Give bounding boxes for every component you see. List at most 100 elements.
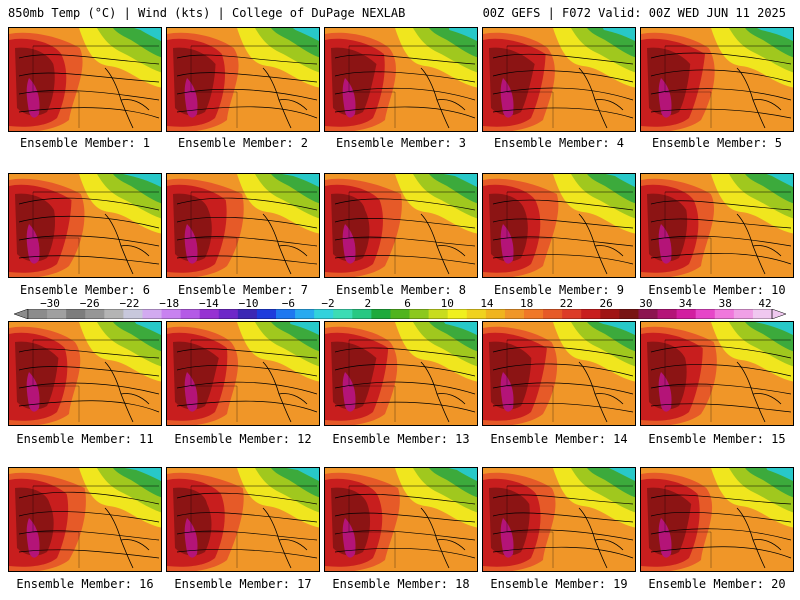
colorbar-swatch (352, 309, 372, 319)
ensemble-member-map (166, 27, 320, 132)
colorbar-swatch (199, 309, 220, 319)
temperature-wind-map (483, 322, 635, 425)
colorbar-swatch (333, 309, 353, 319)
ensemble-member-label: Ensemble Member: 2 (177, 136, 309, 150)
ensemble-member-map (8, 27, 162, 132)
colorbar-swatch (485, 309, 506, 319)
temperature-wind-map (325, 174, 477, 277)
ensemble-member-map (482, 173, 636, 278)
colorbar-tick-label: 18 (520, 297, 534, 310)
colorbar-swatch (504, 309, 525, 319)
ensemble-member-map (8, 467, 162, 572)
ensemble-member-map (324, 27, 478, 132)
ensemble-member-map (482, 27, 636, 132)
colorbar-swatch (218, 309, 239, 319)
colorbar-swatch (600, 309, 620, 319)
ensemble-member-label: Ensemble Member: 15 (648, 432, 786, 446)
colorbar-swatch (142, 309, 163, 319)
ensemble-member-map (482, 467, 636, 572)
colorbar-swatch (28, 309, 48, 319)
map-title: 850mb Temp (°C) | Wind (kts) | College o… (8, 6, 406, 20)
ensemble-member-map (166, 321, 320, 426)
colorbar-swatch (676, 309, 697, 319)
ensemble-member-label: Ensemble Member: 6 (19, 283, 151, 297)
colorbar-swatch (237, 309, 258, 319)
model-run-valid-time: 00Z GEFS | F072 Valid: 00Z WED JUN 11 20… (482, 6, 786, 20)
colorbar-swatch (256, 309, 277, 319)
colorbar-tick-label: −14 (198, 297, 219, 310)
ensemble-member-map (324, 467, 478, 572)
colorbar-swatch (447, 309, 468, 319)
colorbar-low-extend (14, 309, 29, 319)
temperature-wind-map (325, 28, 477, 131)
colorbar-swatch (180, 309, 201, 319)
colorbar-high-extend (771, 309, 786, 319)
colorbar-tick-label: −30 (40, 297, 60, 310)
ensemble-member-map (640, 27, 794, 132)
colorbar-swatch (85, 309, 105, 319)
temperature-wind-map (9, 322, 161, 425)
colorbar-swatch (466, 309, 487, 319)
ensemble-member-label: Ensemble Member: 18 (332, 577, 470, 591)
colorbar-tick-label: −18 (159, 297, 180, 310)
colorbar-swatch (733, 309, 754, 319)
ensemble-member-label: Ensemble Member: 16 (16, 577, 154, 591)
colorbar-tick-label: 30 (639, 297, 653, 310)
temperature-wind-map (167, 468, 319, 571)
colorbar-tick-label: 6 (404, 297, 411, 310)
ensemble-member-label: Ensemble Member: 8 (335, 283, 467, 297)
colorbar-tick-label: 42 (758, 297, 772, 310)
colorbar-swatch (695, 309, 716, 319)
temperature-colorbar (14, 309, 786, 319)
colorbar-swatch (581, 309, 601, 319)
colorbar-tick-label: 26 (599, 297, 613, 310)
ensemble-member-map (8, 321, 162, 426)
colorbar-tick-label: −26 (79, 297, 100, 310)
colorbar-swatch (47, 309, 67, 319)
temperature-wind-map (167, 174, 319, 277)
colorbar-swatch (104, 309, 124, 319)
colorbar-tick-label: −10 (238, 297, 259, 310)
ensemble-member-map (166, 467, 320, 572)
ensemble-member-map (166, 173, 320, 278)
ensemble-member-label: Ensemble Member: 13 (332, 432, 470, 446)
temperature-wind-map (483, 174, 635, 277)
colorbar-tick-label: 22 (559, 297, 573, 310)
ensemble-member-label: Ensemble Member: 14 (490, 432, 628, 446)
colorbar-outline (27, 309, 773, 319)
ensemble-member-map (640, 321, 794, 426)
colorbar-swatch (524, 309, 544, 319)
temperature-wind-map (641, 322, 793, 425)
temperature-wind-map (325, 322, 477, 425)
colorbar-swatch (295, 309, 315, 319)
ensemble-member-map (324, 321, 478, 426)
ensemble-member-label: Ensemble Member: 9 (493, 283, 625, 297)
colorbar-swatch (562, 309, 582, 319)
ensemble-member-label: Ensemble Member: 20 (648, 577, 786, 591)
colorbar-swatch (409, 309, 430, 319)
ensemble-member-label: Ensemble Member: 7 (177, 283, 309, 297)
ensemble-member-label: Ensemble Member: 10 (648, 283, 786, 297)
colorbar-tick-label: −6 (281, 297, 295, 310)
colorbar-swatch (752, 309, 773, 319)
colorbar-swatch (428, 309, 449, 319)
colorbar-swatch (314, 309, 334, 319)
colorbar-tick-label: 34 (678, 297, 693, 310)
colorbar-swatch (66, 309, 86, 319)
temperature-wind-map (9, 174, 161, 277)
ensemble-member-label: Ensemble Member: 5 (651, 136, 783, 150)
ensemble-member-label: Ensemble Member: 1 (19, 136, 151, 150)
colorbar-tick-label: 10 (440, 297, 454, 310)
temperature-wind-map (9, 468, 161, 571)
ensemble-member-map (640, 173, 794, 278)
ensemble-member-label: Ensemble Member: 19 (490, 577, 628, 591)
ensemble-member-map (640, 467, 794, 572)
temperature-wind-map (483, 28, 635, 131)
temperature-wind-map (483, 468, 635, 571)
ensemble-member-label: Ensemble Member: 4 (493, 136, 625, 150)
colorbar-swatch (390, 309, 411, 319)
colorbar-swatch (371, 309, 391, 319)
ensemble-member-map (324, 173, 478, 278)
colorbar-swatch (161, 309, 182, 319)
colorbar-swatch (276, 309, 296, 319)
